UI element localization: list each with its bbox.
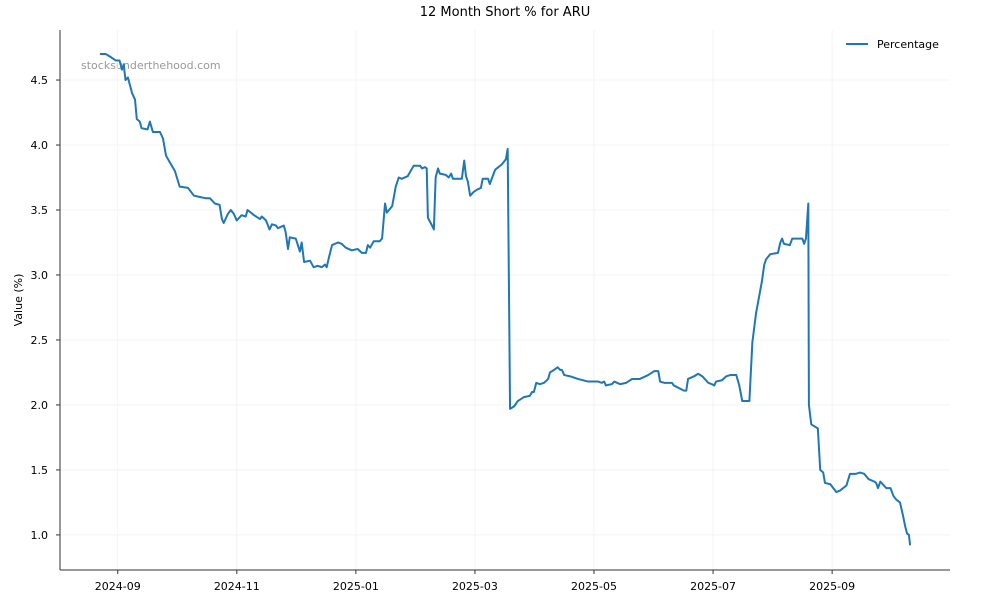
y-tick-label: 2.5: [31, 334, 49, 347]
legend-label: Percentage: [877, 38, 939, 51]
data-line: [99, 53, 912, 546]
y-tick-label: 3.0: [31, 269, 49, 282]
x-tick-label: 2024-09: [95, 580, 141, 593]
y-tick-label: 4.5: [31, 74, 49, 87]
y-tick-label: 4.0: [31, 139, 49, 152]
y-axis-label: Value (%): [12, 274, 25, 327]
x-tick-label: 2025-09: [809, 580, 855, 593]
x-tick-label: 2025-01: [333, 580, 379, 593]
x-tick-label: 2025-03: [452, 580, 498, 593]
chart-title: 12 Month Short % for ARU: [420, 5, 591, 20]
x-tick-label: 2024-11: [214, 580, 260, 593]
y-tick-label: 1.5: [31, 464, 49, 477]
x-tick-label: 2025-07: [690, 580, 736, 593]
y-tick-label: 2.0: [31, 399, 49, 412]
y-tick-label: 1.0: [31, 529, 49, 542]
x-tick-label: 2025-05: [571, 580, 617, 593]
watermark: stocksunderthehood.com: [81, 59, 221, 72]
y-tick-label: 3.5: [31, 204, 49, 217]
